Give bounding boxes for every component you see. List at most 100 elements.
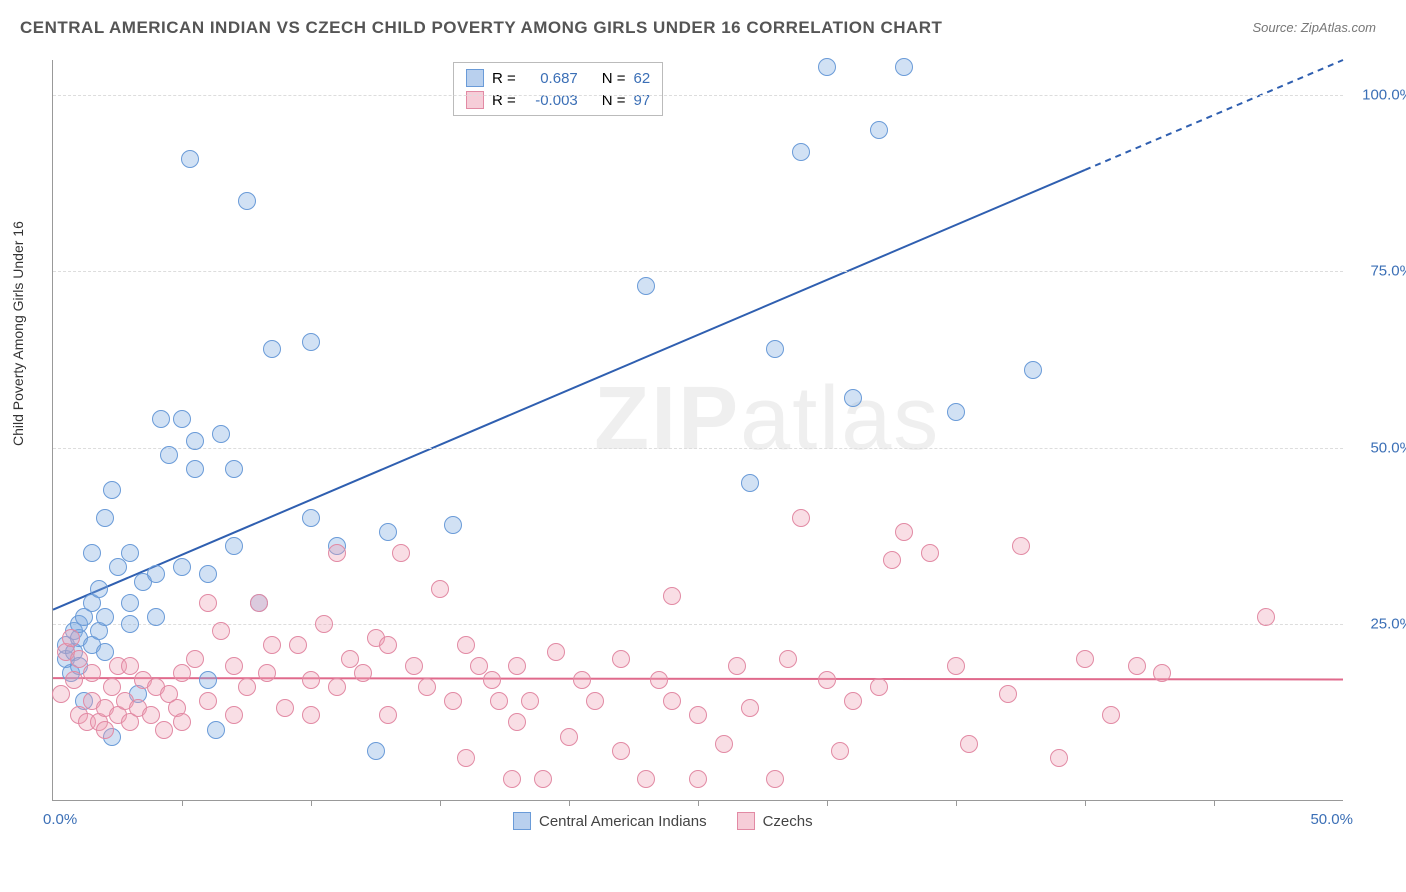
data-point-cz	[508, 657, 526, 675]
data-point-cai	[302, 509, 320, 527]
y-tick-label: 75.0%	[1370, 263, 1406, 280]
data-point-cz	[883, 551, 901, 569]
data-point-cz	[225, 706, 243, 724]
r-label-cai: R =	[492, 70, 516, 87]
data-point-cz	[405, 657, 423, 675]
legend-label-cai: Central American Indians	[539, 813, 707, 830]
data-point-cz	[199, 692, 217, 710]
data-point-cz	[741, 699, 759, 717]
data-point-cz	[431, 580, 449, 598]
data-point-cai	[199, 671, 217, 689]
data-point-cz	[612, 742, 630, 760]
x-tick	[182, 800, 183, 806]
data-point-cai	[818, 58, 836, 76]
data-point-cz	[83, 664, 101, 682]
data-point-cz	[173, 713, 191, 731]
data-point-cz	[960, 735, 978, 753]
x-tick	[698, 800, 699, 806]
data-point-cai	[121, 615, 139, 633]
data-point-cz	[392, 544, 410, 562]
data-point-cz	[238, 678, 256, 696]
data-point-cai	[186, 460, 204, 478]
data-point-cai	[96, 509, 114, 527]
data-point-cz	[444, 692, 462, 710]
data-point-cai	[870, 121, 888, 139]
chart-title: CENTRAL AMERICAN INDIAN VS CZECH CHILD P…	[20, 18, 942, 37]
data-point-cz	[457, 636, 475, 654]
data-point-cz	[1128, 657, 1146, 675]
data-point-cai	[379, 523, 397, 541]
x-tick	[569, 800, 570, 806]
n-value-cz: 97	[634, 92, 651, 109]
data-point-cz	[999, 685, 1017, 703]
legend-swatch-cz	[737, 812, 755, 830]
data-point-cz	[612, 650, 630, 668]
legend-swatch-cai	[513, 812, 531, 830]
data-point-cai	[212, 425, 230, 443]
data-point-cz	[418, 678, 436, 696]
x-tick	[440, 800, 441, 806]
data-point-cai	[186, 432, 204, 450]
data-point-cz	[483, 671, 501, 689]
data-point-cai	[792, 143, 810, 161]
data-point-cz	[663, 587, 681, 605]
data-point-cz	[1153, 664, 1171, 682]
data-point-cai	[83, 544, 101, 562]
data-point-cz	[65, 671, 83, 689]
legend-item-cai: Central American Indians	[513, 812, 707, 830]
data-point-cz	[779, 650, 797, 668]
data-point-cai	[147, 608, 165, 626]
data-point-cai	[947, 403, 965, 421]
data-point-cz	[1257, 608, 1275, 626]
data-point-cz	[689, 706, 707, 724]
x-axis-start-label: 0.0%	[43, 811, 77, 828]
data-point-cai	[160, 446, 178, 464]
data-point-cz	[289, 636, 307, 654]
stats-row-cz: R = -0.003 N = 97	[466, 89, 650, 111]
data-point-cz	[276, 699, 294, 717]
swatch-cz	[466, 91, 484, 109]
data-point-cz	[250, 594, 268, 612]
plot-area: ZIPatlas R = 0.687 N = 62 R = -0.003 N =…	[52, 60, 1343, 801]
gridline-y	[53, 624, 1343, 625]
n-value-cai: 62	[634, 70, 651, 87]
r-value-cai: 0.687	[524, 70, 578, 87]
data-point-cz	[521, 692, 539, 710]
x-tick	[1085, 800, 1086, 806]
data-point-cz	[457, 749, 475, 767]
data-point-cz	[766, 770, 784, 788]
data-point-cai	[766, 340, 784, 358]
x-tick	[827, 800, 828, 806]
data-point-cz	[947, 657, 965, 675]
stats-box: R = 0.687 N = 62 R = -0.003 N = 97	[453, 62, 663, 116]
legend-item-cz: Czechs	[737, 812, 813, 830]
data-point-cz	[792, 509, 810, 527]
x-tick	[956, 800, 957, 806]
data-point-cai	[199, 565, 217, 583]
data-point-cai	[367, 742, 385, 760]
chart-source: Source: ZipAtlas.com	[1252, 20, 1376, 35]
data-point-cai	[121, 594, 139, 612]
y-tick-label: 25.0%	[1370, 615, 1406, 632]
data-point-cz	[52, 685, 70, 703]
data-point-cz	[831, 742, 849, 760]
data-point-cai	[90, 580, 108, 598]
y-axis-title: Child Poverty Among Girls Under 16	[10, 221, 26, 446]
data-point-cai	[96, 608, 114, 626]
data-point-cai	[263, 340, 281, 358]
stats-row-cai: R = 0.687 N = 62	[466, 67, 650, 89]
data-point-cz	[560, 728, 578, 746]
data-point-cai	[103, 481, 121, 499]
x-axis-end-label: 50.0%	[1310, 811, 1353, 828]
data-point-cz	[62, 629, 80, 647]
data-point-cz	[573, 671, 591, 689]
data-point-cz	[728, 657, 746, 675]
data-point-cz	[490, 692, 508, 710]
n-label-cz: N =	[602, 92, 626, 109]
data-point-cai	[173, 410, 191, 428]
data-point-cz	[1102, 706, 1120, 724]
data-point-cz	[1050, 749, 1068, 767]
data-point-cz	[547, 643, 565, 661]
r-value-cz: -0.003	[524, 92, 578, 109]
data-point-cz	[895, 523, 913, 541]
